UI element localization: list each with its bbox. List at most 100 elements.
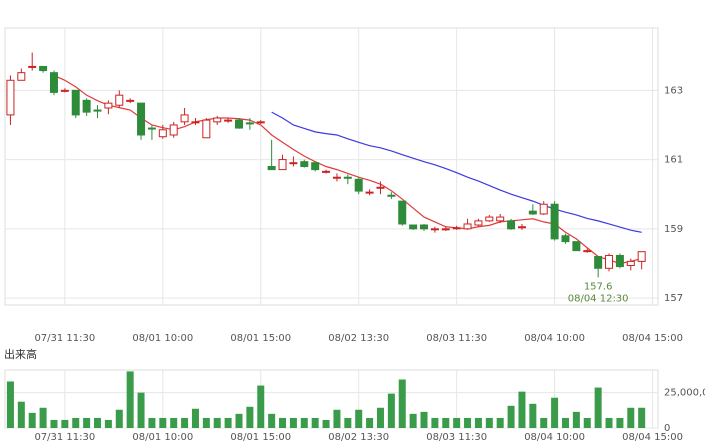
candle-body xyxy=(550,203,559,240)
candle-body xyxy=(409,224,418,230)
x-tick-label: 08/04 10:00 xyxy=(524,432,585,442)
volume-bar xyxy=(605,417,613,428)
volume-bar xyxy=(289,417,297,428)
candle-body xyxy=(365,191,374,194)
volume-bar xyxy=(115,409,123,428)
volume-bar xyxy=(126,371,134,428)
volume-bar xyxy=(638,407,646,428)
annotation-value: 157.6 xyxy=(584,281,613,292)
volume-bar xyxy=(159,417,167,428)
volume-bar xyxy=(529,403,537,428)
candle-body xyxy=(93,109,102,112)
candle-body xyxy=(300,161,309,167)
candle-body xyxy=(104,102,113,109)
candle-body xyxy=(82,99,91,113)
volume-bar xyxy=(300,417,308,428)
candle-body xyxy=(169,124,178,136)
y-tick-label: 159 xyxy=(664,224,683,235)
volume-bar xyxy=(453,417,461,428)
volume-bar xyxy=(257,385,265,428)
x-tick-label: 08/03 11:30 xyxy=(426,432,487,442)
candle-body xyxy=(147,127,156,130)
candle-body xyxy=(343,176,352,179)
volume-bar xyxy=(355,409,363,428)
x-tick-label: 08/02 13:30 xyxy=(328,333,389,344)
y-tick-label: 161 xyxy=(664,155,683,166)
candle-body xyxy=(245,122,254,125)
volume-bar xyxy=(104,419,112,428)
candle-body xyxy=(354,178,363,192)
x-tick-label: 08/04 15:00 xyxy=(622,432,683,442)
candle-body xyxy=(398,200,407,225)
candle-body xyxy=(180,114,189,123)
volume-bar xyxy=(594,387,602,428)
volume-bar xyxy=(72,417,80,428)
x-tick-label: 08/01 10:00 xyxy=(132,333,193,344)
candle-body xyxy=(539,203,548,215)
y-tick-label: 0 xyxy=(664,423,670,434)
volume-bar xyxy=(507,405,515,428)
candle-body xyxy=(605,254,614,269)
candle-body xyxy=(463,223,472,230)
volume-bar xyxy=(6,381,14,428)
volume-bar xyxy=(246,406,254,428)
candle-body xyxy=(234,119,243,129)
volume-bar xyxy=(551,397,559,428)
candle-body xyxy=(191,121,200,124)
volume-bar xyxy=(202,417,210,428)
candle-body xyxy=(517,226,526,229)
candle-body xyxy=(49,72,58,93)
candle-body xyxy=(615,254,624,268)
volume-bar xyxy=(572,411,580,428)
candle-body xyxy=(572,241,581,252)
volume-bar xyxy=(50,419,58,428)
volume-bar xyxy=(616,417,624,428)
candle-body xyxy=(28,65,37,68)
volume-bar xyxy=(137,392,145,428)
candle-body xyxy=(626,260,635,267)
candle-body xyxy=(311,162,320,171)
candle-body xyxy=(126,99,135,102)
x-tick-label: 07/31 11:30 xyxy=(34,432,95,442)
candle-body xyxy=(39,65,48,72)
x-tick-label: 08/04 10:00 xyxy=(524,333,585,344)
x-tick-label: 07/31 11:30 xyxy=(34,333,95,344)
volume-bar xyxy=(561,417,569,428)
candle-body xyxy=(474,220,483,226)
candle-body xyxy=(256,121,265,124)
candle-body xyxy=(452,227,461,230)
volume-bar xyxy=(268,413,276,428)
volume-bar xyxy=(464,417,472,428)
volume-bar xyxy=(213,417,221,428)
volume-bar xyxy=(344,417,352,428)
volume-bar xyxy=(39,407,47,428)
candle-body xyxy=(376,186,385,189)
candle-body xyxy=(322,170,331,173)
volume-bar xyxy=(333,409,341,428)
volume-bar xyxy=(28,412,36,428)
candle-body xyxy=(224,119,233,122)
volume-bar xyxy=(17,401,25,428)
candle-body xyxy=(289,162,298,165)
volume-bar xyxy=(540,417,548,428)
y-tick-label: 25,000,0 xyxy=(664,388,705,399)
volume-bar xyxy=(431,417,439,428)
candle-body xyxy=(202,119,211,139)
candle-body xyxy=(441,228,450,231)
y-tick-label: 157 xyxy=(664,293,683,304)
candle-body xyxy=(6,79,15,116)
volume-frame xyxy=(4,369,659,429)
volume-bar xyxy=(627,407,635,428)
candle-body xyxy=(387,194,396,197)
volume-bar xyxy=(496,417,504,428)
volume-bar xyxy=(518,391,526,428)
candle-body xyxy=(267,166,276,171)
x-tick-label: 08/02 13:30 xyxy=(328,432,389,442)
candle-body xyxy=(594,256,603,269)
candle-body xyxy=(507,220,516,230)
volume-bar xyxy=(376,407,384,428)
volume-bar xyxy=(191,408,199,428)
volume-bar xyxy=(279,417,287,428)
volume-bar xyxy=(94,417,102,428)
volume-bar xyxy=(83,417,91,428)
